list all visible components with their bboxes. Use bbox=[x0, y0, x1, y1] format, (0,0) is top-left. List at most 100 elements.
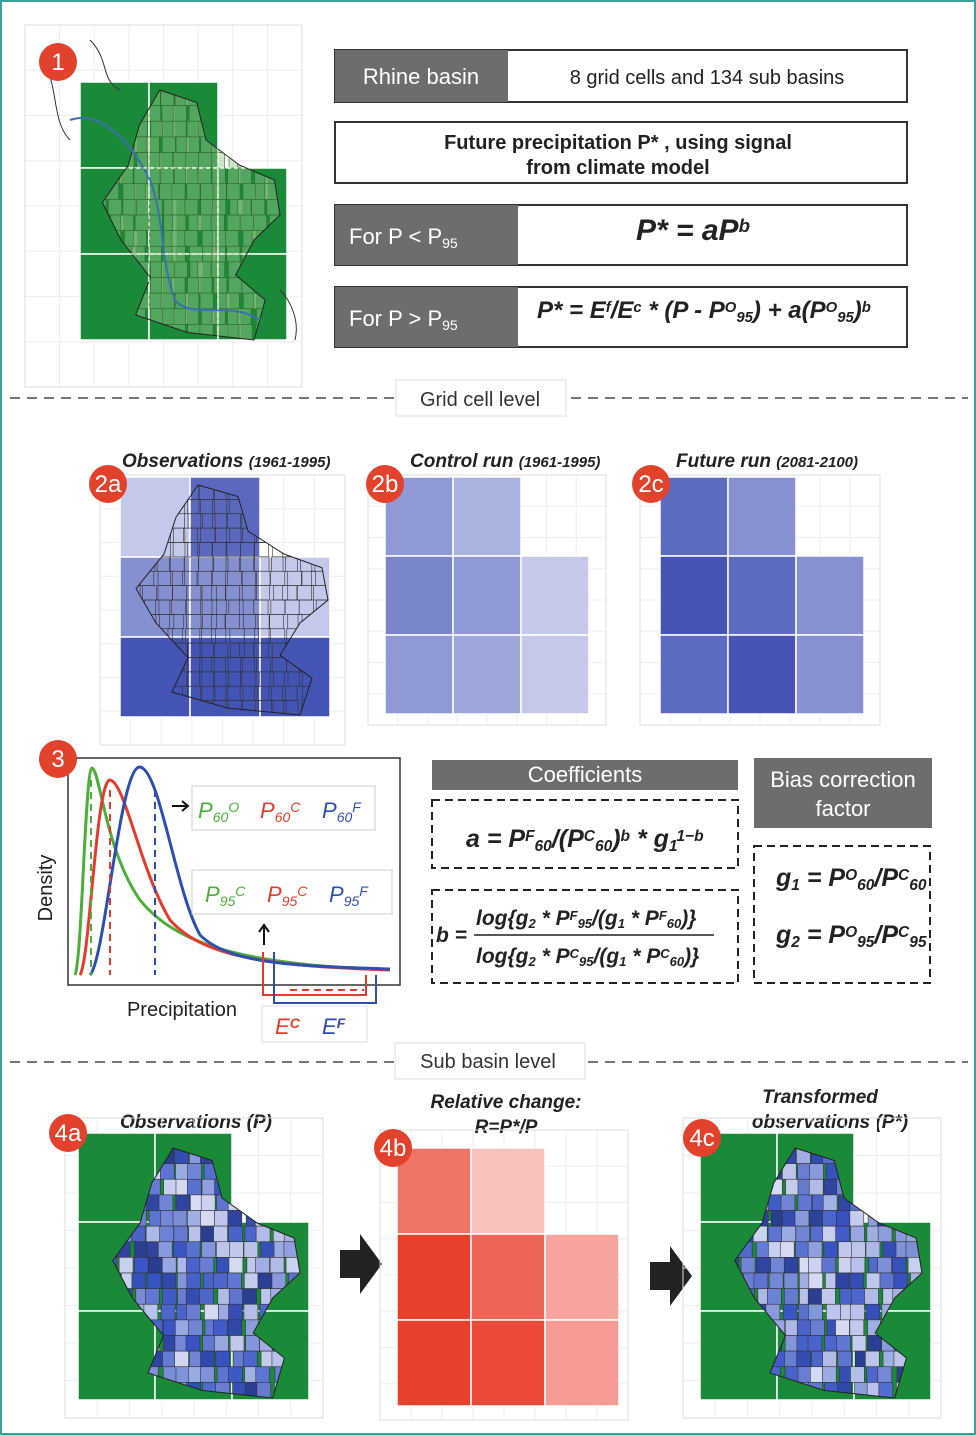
formula-part: ) bbox=[851, 297, 862, 324]
step-label: 4a bbox=[55, 1120, 82, 1147]
sub-basin bbox=[315, 513, 328, 529]
sub-basin bbox=[253, 214, 267, 231]
panel-title: Control run (1961-1995) bbox=[410, 451, 600, 472]
sub-basin bbox=[823, 1178, 839, 1196]
legend-part: 95 bbox=[344, 893, 360, 909]
grid-cell bbox=[189, 476, 261, 558]
sub-basin bbox=[175, 1194, 191, 1211]
formula-part: P* = aP bbox=[636, 214, 740, 247]
sub-basin bbox=[136, 585, 141, 601]
divider-label-bg bbox=[395, 379, 567, 417]
sub-basin bbox=[768, 1194, 783, 1211]
sub-basin bbox=[226, 214, 241, 231]
grid-cell bbox=[727, 634, 797, 715]
legend-part: F bbox=[352, 799, 362, 815]
sub-basin bbox=[755, 1257, 771, 1274]
sub-basin bbox=[821, 1288, 836, 1305]
e-part: E bbox=[275, 1014, 290, 1039]
sub-basin bbox=[172, 152, 187, 169]
step-badge bbox=[89, 465, 127, 503]
sub-basin bbox=[255, 1257, 270, 1274]
sub-basin bbox=[822, 1225, 837, 1243]
formula: g1 = PO60/PC60 bbox=[775, 864, 927, 894]
sub-basin bbox=[268, 136, 281, 153]
sub-basin bbox=[287, 1194, 300, 1211]
sub-basin bbox=[795, 1225, 811, 1243]
sub-basin bbox=[146, 1272, 162, 1289]
sub-basin bbox=[269, 1194, 285, 1211]
arrow bbox=[172, 800, 190, 812]
formula: log{g2 * PF95/(g1 * PF60)} bbox=[476, 907, 696, 931]
legend-part: 60 bbox=[213, 809, 229, 825]
sub-basin bbox=[185, 1288, 201, 1305]
sub-basin bbox=[172, 1210, 188, 1227]
formula-part: * (P - P bbox=[642, 297, 726, 324]
step-label: 4b bbox=[380, 1135, 407, 1162]
grid-cell bbox=[452, 476, 522, 557]
sub-basin bbox=[122, 199, 137, 216]
panel-title: observations (P*) bbox=[752, 1112, 908, 1133]
grid-cell bbox=[795, 634, 865, 715]
sub-basin bbox=[779, 1241, 795, 1258]
grid-cell bbox=[470, 1147, 546, 1235]
step-label: 2b bbox=[372, 471, 399, 498]
sub-basin bbox=[197, 167, 212, 185]
sub-basin bbox=[171, 183, 186, 200]
sub-basin bbox=[134, 214, 149, 231]
sub-basin bbox=[287, 513, 303, 529]
sub-basin bbox=[853, 1163, 868, 1180]
sub-basin bbox=[796, 1319, 812, 1336]
sub-basin bbox=[242, 1288, 257, 1305]
formula-part: F bbox=[659, 908, 668, 923]
sub-basin bbox=[225, 230, 239, 247]
sub-basin bbox=[877, 1257, 892, 1274]
legend-part: 95 bbox=[282, 893, 298, 909]
sub-basin bbox=[238, 324, 253, 340]
grid-cell bbox=[77, 1310, 156, 1401]
panel-frame bbox=[682, 1117, 942, 1419]
sub-basin bbox=[256, 1194, 272, 1211]
sub-basin bbox=[108, 199, 122, 216]
sub-basin bbox=[269, 1257, 285, 1274]
sub-basin bbox=[216, 1241, 231, 1258]
bracket bbox=[273, 952, 377, 1004]
sub-basin bbox=[200, 1366, 215, 1383]
sub-basin bbox=[878, 1382, 894, 1398]
sub-basin bbox=[162, 308, 176, 325]
sub-basin bbox=[243, 1303, 259, 1321]
sub-basin bbox=[228, 277, 243, 294]
formula-part: 1−b bbox=[676, 828, 704, 845]
formula-part: * P bbox=[536, 907, 571, 930]
sub-basin bbox=[227, 1319, 243, 1336]
basin-outline bbox=[734, 1147, 923, 1399]
sub-basin bbox=[836, 1210, 851, 1227]
sub-basin bbox=[780, 1194, 796, 1211]
e-part: C bbox=[290, 1015, 301, 1031]
formula-part: /P bbox=[873, 864, 898, 892]
legend-entry: P60F bbox=[322, 798, 362, 825]
sub-basin bbox=[794, 1210, 810, 1227]
sub-basin bbox=[255, 1225, 271, 1243]
sub-basin bbox=[826, 1303, 841, 1321]
panel-title: Transformed bbox=[762, 1087, 878, 1108]
sub-basin bbox=[822, 1366, 837, 1383]
sub-basin bbox=[297, 485, 313, 500]
sub-basin bbox=[229, 120, 244, 138]
sub-basin bbox=[270, 499, 285, 515]
sub-basin bbox=[315, 527, 328, 543]
sub-basin bbox=[245, 1335, 260, 1352]
sub-basin bbox=[185, 136, 200, 153]
sub-basin bbox=[185, 292, 200, 310]
sub-basin bbox=[185, 1335, 201, 1352]
sub-basin bbox=[227, 1210, 243, 1227]
formula-part: /(g bbox=[591, 907, 618, 930]
sub-basin bbox=[145, 1225, 161, 1243]
coef-header: Coefficients bbox=[528, 762, 643, 787]
formula-part: 60 bbox=[535, 838, 553, 855]
sub-basin bbox=[172, 214, 187, 231]
sub-basin bbox=[807, 1241, 823, 1258]
sub-basin bbox=[268, 527, 284, 543]
formula-part: 60 bbox=[909, 877, 927, 894]
formula-part: b bbox=[739, 215, 750, 236]
sub-basin bbox=[909, 1194, 922, 1211]
